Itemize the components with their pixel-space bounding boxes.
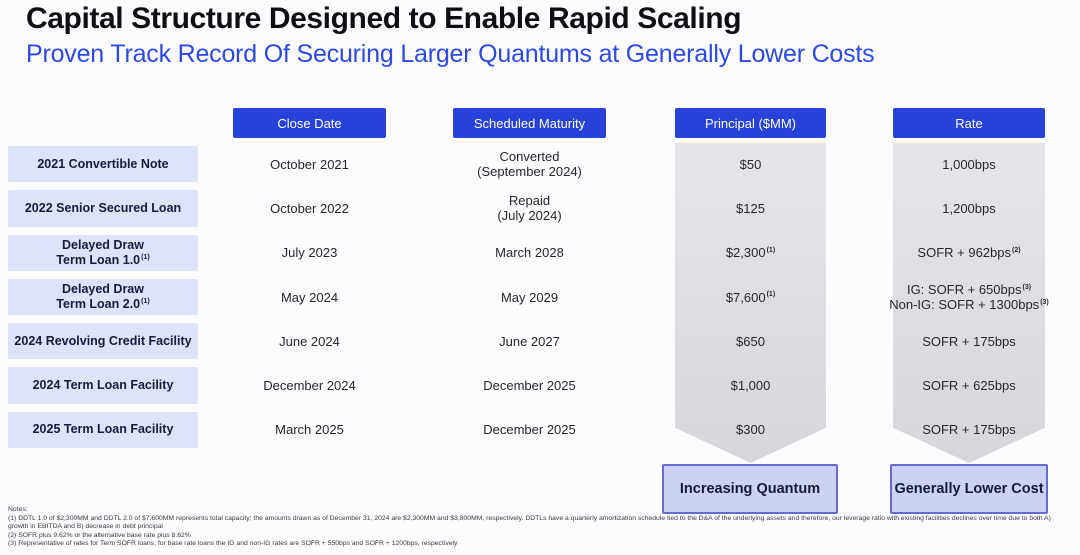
rate-cell: 1,200bps	[942, 200, 996, 216]
row-label-column: 2021 Convertible Note 2022 Senior Secure…	[8, 142, 198, 453]
row-label: Delayed Draw Term Loan 2.0(1)	[8, 278, 198, 316]
principal-cell: $50	[739, 156, 762, 172]
page-subtitle: Proven Track Record Of Securing Larger Q…	[26, 40, 875, 68]
close-date-cell: May 2024	[280, 289, 339, 305]
table-row: 2024 Term Loan Facility	[8, 363, 198, 407]
rate-cell: SOFR + 962bps(2)	[917, 245, 1021, 261]
maturity-cell: Converted (September 2024)	[477, 149, 582, 180]
table-row: 2024 Revolving Credit Facility	[8, 319, 198, 363]
footnotes: Notes: (1) DDTL 1.0 of $2,300MM and DDTL…	[8, 506, 1076, 549]
rate-cell: SOFR + 175bps	[922, 333, 1016, 349]
close-date-column: October 2021 October 2022 July 2023 May …	[233, 142, 386, 453]
rate-cell: 1,000bps	[942, 156, 996, 172]
maturity-cell: June 2027	[499, 333, 560, 349]
row-label: 2021 Convertible Note	[8, 146, 198, 183]
callout-increasing-quantum: Increasing Quantum	[662, 464, 838, 514]
page-title: Capital Structure Designed to Enable Rap…	[26, 2, 742, 35]
footnote-3: (3) Representative of rates for Term SOF…	[8, 540, 458, 548]
principal-cell: $300	[736, 422, 765, 438]
footnote-1-continued: growth in EBITDA and B) decrease in debt…	[8, 523, 163, 531]
rate-cell: SOFR + 175bps	[922, 422, 1016, 438]
table-row: 2022 Senior Secured Loan	[8, 186, 198, 230]
table-row: Delayed Draw Term Loan 1.0(1)	[8, 231, 198, 275]
row-label: Delayed Draw Term Loan 1.0(1)	[8, 234, 198, 271]
footnotes-heading: Notes:	[8, 506, 28, 513]
close-date-cell: July 2023	[281, 245, 338, 261]
close-date-cell: December 2024	[263, 378, 356, 394]
maturity-cell: Repaid (July 2024)	[497, 193, 562, 224]
rate-cell: IG: SOFR + 650bps(3) Non-IG: SOFR + 1300b…	[889, 282, 1049, 313]
callout-generally-lower-cost: Generally Lower Cost	[890, 464, 1048, 514]
principal-column: $50 $125 $2,300(1) $7,600(1) $650 $1,000…	[675, 142, 826, 453]
row-label: 2022 Senior Secured Loan	[8, 190, 198, 227]
row-label: 2024 Revolving Credit Facility	[8, 323, 198, 360]
table-row: 2025 Term Loan Facility	[8, 408, 198, 452]
rate-cell: SOFR + 625bps	[922, 378, 1016, 394]
down-arrow-rate	[893, 143, 1045, 463]
rate-column: 1,000bps 1,200bps SOFR + 962bps(2) IG: S…	[885, 142, 1053, 453]
maturity-cell: May 2029	[500, 289, 559, 305]
maturity-cell: March 2028	[495, 245, 564, 261]
principal-cell: $2,300(1)	[725, 245, 776, 261]
column-header-scheduled-maturity: Scheduled Maturity	[453, 108, 606, 138]
maturity-cell: December 2025	[483, 378, 576, 394]
close-date-cell: October 2022	[270, 200, 349, 216]
footnote-2: (2) SOFR plus 9.62% or the alternative b…	[8, 531, 191, 539]
down-arrow-principal	[675, 143, 826, 463]
principal-cell: $125	[736, 200, 765, 216]
footnote-1: (1) DDTL 1.0 of $2,300MM and DDTL 2.0 of…	[8, 514, 1051, 522]
column-header-principal: Principal ($MM)	[675, 108, 826, 138]
column-header-rate: Rate	[893, 108, 1045, 138]
close-date-cell: October 2021	[270, 156, 349, 172]
table-row: 2021 Convertible Note	[8, 142, 198, 186]
maturity-cell: December 2025	[483, 422, 576, 438]
scheduled-maturity-column: Converted (September 2024) Repaid (July 20…	[453, 142, 606, 453]
principal-cell: $1,000	[730, 378, 771, 394]
close-date-cell: March 2025	[275, 422, 344, 438]
principal-cell: $650	[736, 333, 765, 349]
close-date-cell: June 2024	[279, 333, 340, 349]
row-label: 2024 Term Loan Facility	[8, 367, 198, 404]
column-header-close-date: Close Date	[233, 108, 386, 138]
table-row: Delayed Draw Term Loan 2.0(1)	[8, 275, 198, 319]
principal-cell: $7,600(1)	[725, 289, 776, 305]
row-label: 2025 Term Loan Facility	[8, 411, 198, 449]
